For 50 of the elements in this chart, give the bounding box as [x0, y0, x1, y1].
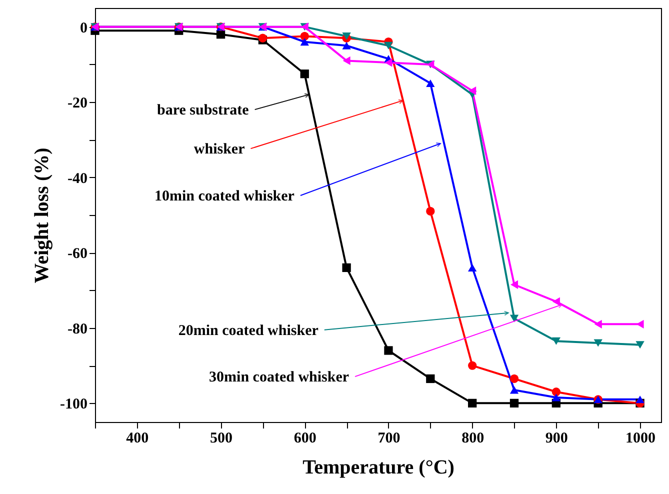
annotation: whisker — [194, 142, 246, 158]
point — [594, 320, 602, 328]
point — [552, 394, 561, 402]
point — [510, 314, 519, 322]
y-tick-label: -40 — [68, 170, 88, 187]
point — [468, 264, 477, 272]
x-tick-label: 500 — [210, 430, 233, 446]
y-tick-label: -80 — [68, 321, 88, 338]
point — [636, 396, 644, 404]
x-tick-label: 1000 — [626, 430, 656, 446]
point — [342, 263, 351, 272]
point — [510, 280, 518, 289]
point — [342, 56, 350, 66]
x-tick-label: 800 — [462, 430, 484, 446]
x-tick-label: 900 — [545, 430, 568, 446]
point — [552, 388, 561, 396]
point — [552, 337, 561, 345]
point — [468, 361, 477, 370]
point — [510, 386, 519, 394]
point — [510, 374, 519, 384]
point — [636, 341, 644, 349]
point — [300, 70, 309, 78]
point — [468, 86, 476, 96]
x-axis-title: Temperature (°C) — [302, 456, 454, 478]
x-tick-label: 400 — [126, 430, 149, 446]
y-tick-label: -100 — [60, 396, 88, 413]
y-tick-label: -20 — [68, 96, 88, 112]
point — [384, 58, 392, 67]
point — [426, 206, 435, 216]
point — [342, 32, 351, 40]
point — [594, 339, 602, 347]
point — [384, 42, 393, 50]
point — [426, 80, 435, 88]
point — [552, 297, 560, 306]
annotation: 10min coated whisker — [154, 188, 295, 204]
y-tick-label: -60 — [68, 246, 88, 262]
point — [510, 398, 519, 408]
point — [426, 374, 435, 384]
y-axis-title: Weight loss (%) — [31, 148, 54, 284]
y-tick-label: 0 — [80, 20, 88, 36]
point — [384, 346, 393, 355]
point — [300, 38, 309, 46]
point — [468, 398, 477, 408]
x-tick-label: 600 — [294, 430, 316, 446]
annotation: 20min coated whisker — [178, 322, 319, 339]
annotation: 30min coated whisker — [209, 370, 350, 386]
annotation: bare substrate — [157, 102, 250, 119]
point — [342, 42, 351, 50]
point — [300, 32, 309, 41]
x-tick-label: 700 — [378, 430, 400, 446]
